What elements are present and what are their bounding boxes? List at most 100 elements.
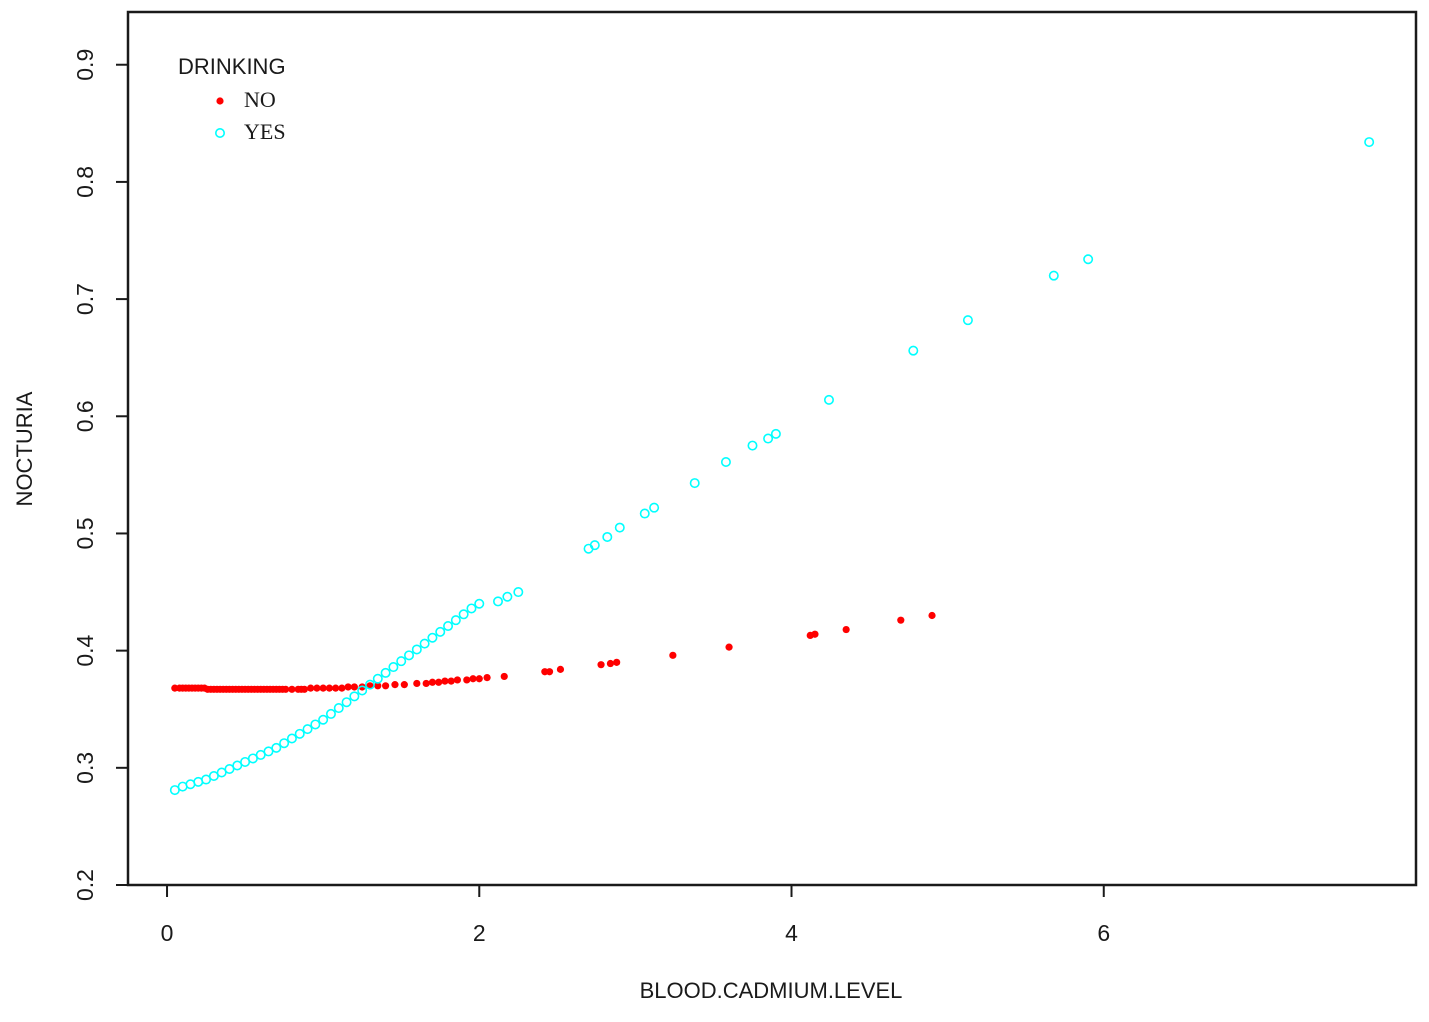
data-point-no: [382, 682, 390, 690]
data-point-yes: [341, 697, 352, 708]
data-point-no: [669, 651, 677, 659]
data-point-yes: [689, 478, 700, 489]
data-point-no: [725, 643, 733, 651]
data-point-yes: [388, 662, 399, 673]
data-point-no: [400, 681, 408, 689]
legend-marker-no: [216, 97, 224, 105]
data-point-yes: [169, 785, 180, 796]
y-tick-label: 0.3: [72, 752, 98, 784]
y-axis: 0.2 0.3 0.4 0.5 0.6 0.7 0.8 0.9: [72, 49, 128, 901]
data-point-no: [428, 678, 437, 686]
data-point-yes: [639, 508, 650, 519]
series-layer: [169, 137, 1375, 796]
data-point-no: [842, 625, 850, 634]
data-point-yes: [279, 738, 290, 749]
data-point-yes: [325, 708, 336, 719]
data-point-no: [469, 675, 477, 683]
y-tick-label: 0.5: [72, 517, 98, 549]
data-point-yes: [1048, 270, 1059, 281]
data-point-yes: [770, 428, 781, 439]
data-point-yes: [649, 502, 660, 513]
data-point-yes: [1083, 254, 1094, 265]
data-point-no: [606, 659, 615, 668]
data-point-no: [319, 684, 327, 692]
data-point-no: [545, 668, 554, 676]
y-tick-label: 0.2: [72, 869, 98, 901]
data-point-no: [422, 679, 430, 688]
data-point-yes: [614, 522, 625, 533]
data-point-yes: [294, 728, 305, 739]
data-point-yes: [747, 440, 758, 451]
data-point-yes: [310, 719, 321, 730]
data-point-no: [282, 685, 290, 693]
data-point-yes: [271, 742, 282, 753]
x-axis: 0 2 4 6: [161, 885, 1110, 946]
x-tick-label: 0: [161, 920, 174, 946]
y-tick-label: 0.6: [72, 400, 98, 432]
legend-marker-yes: [215, 128, 226, 139]
data-point-yes: [333, 703, 344, 714]
data-point-no: [350, 683, 358, 691]
data-point-no: [453, 676, 462, 684]
data-point-yes: [466, 603, 477, 614]
data-point-yes: [450, 615, 461, 626]
data-point-yes: [720, 456, 731, 467]
y-tick-label: 0.7: [72, 283, 98, 315]
x-tick-label: 4: [785, 920, 798, 946]
data-point-yes: [513, 587, 524, 598]
data-point-yes: [502, 591, 513, 602]
data-point-no: [928, 611, 936, 620]
data-point-yes: [372, 673, 383, 684]
data-point-no: [344, 683, 352, 691]
data-point-no: [374, 682, 382, 690]
data-point-no: [556, 665, 565, 673]
data-point-no: [475, 675, 483, 683]
data-point-yes: [302, 724, 313, 735]
data-point-yes: [823, 394, 834, 405]
data-point-no: [391, 681, 399, 689]
legend: DRINKING NO YES: [178, 54, 286, 144]
data-point-yes: [396, 656, 407, 667]
series-no: [171, 611, 936, 693]
data-point-yes: [602, 531, 613, 542]
data-point-no: [300, 685, 309, 693]
x-tick-label: 2: [473, 920, 486, 946]
data-point-no: [332, 684, 340, 692]
data-point-yes: [763, 433, 774, 444]
data-point-no: [811, 630, 819, 638]
data-point-yes: [224, 763, 235, 774]
data-point-yes: [435, 626, 446, 637]
data-point-no: [500, 672, 508, 681]
series-yes: [169, 137, 1375, 796]
data-point-yes: [263, 746, 274, 757]
data-point-no: [413, 679, 421, 688]
data-point-no: [463, 676, 471, 684]
data-point-no: [447, 677, 455, 685]
y-tick-label: 0.8: [72, 166, 98, 198]
data-point-yes: [216, 767, 227, 778]
data-point-yes: [458, 609, 469, 620]
data-point-yes: [1364, 137, 1375, 148]
data-point-yes: [318, 714, 329, 725]
data-point-no: [366, 682, 374, 690]
data-point-yes: [962, 315, 973, 326]
data-point-yes: [208, 771, 219, 782]
data-point-yes: [427, 632, 438, 643]
x-tick-label: 6: [1097, 920, 1110, 946]
data-point-yes: [589, 540, 600, 551]
data-point-no: [288, 685, 296, 693]
x-axis-title: BLOOD.CADMIUM.LEVEL: [640, 978, 903, 1003]
data-point-no: [897, 616, 905, 624]
data-point-yes: [201, 774, 212, 785]
data-point-yes: [908, 345, 919, 356]
data-point-no: [483, 673, 491, 682]
data-point-no: [597, 661, 605, 669]
y-axis-title: NOCTURIA: [12, 391, 37, 506]
data-point-yes: [493, 596, 504, 607]
data-point-yes: [255, 749, 266, 760]
data-point-no: [435, 678, 443, 686]
plot-frame: [126, 10, 1418, 887]
data-point-yes: [357, 685, 368, 696]
data-point-no: [307, 684, 315, 692]
